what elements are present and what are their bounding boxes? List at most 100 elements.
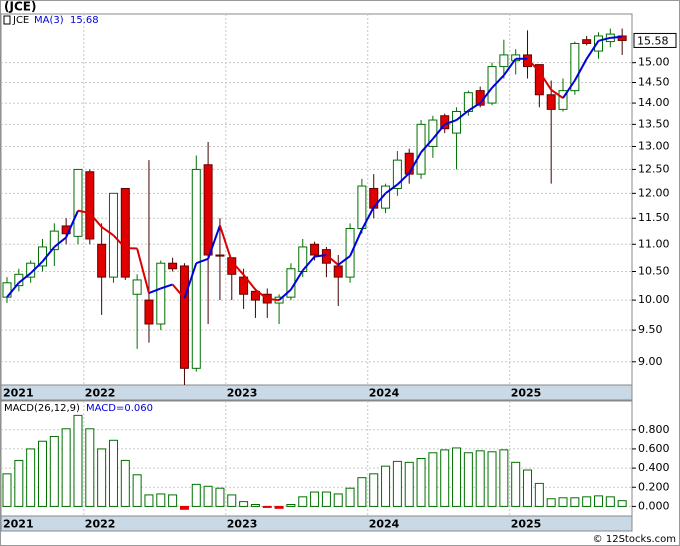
candle-body <box>168 262 178 270</box>
histogram-bar <box>617 500 627 507</box>
ma-segment <box>231 260 245 276</box>
x-tick-label: 2024 <box>369 518 400 531</box>
ma-segment <box>432 123 446 140</box>
legend-swatch <box>3 15 11 25</box>
x-tick-label: 2021 <box>3 518 34 531</box>
ma-segment <box>148 287 162 295</box>
histogram-bar <box>369 473 379 507</box>
candle-body <box>310 243 320 256</box>
candle-body <box>250 290 260 301</box>
ma-segment <box>77 209 91 215</box>
ma-segment <box>361 206 375 231</box>
candle-body <box>594 35 603 52</box>
legend-label: MACD(26,12,9) <box>4 403 80 414</box>
y-tick-label: 0.800 <box>638 423 670 436</box>
x-axis-band <box>0 384 633 401</box>
candle-body <box>85 171 95 240</box>
candle-body <box>73 168 83 237</box>
candle-body <box>120 187 130 278</box>
candle-body <box>239 276 249 295</box>
histogram-bar <box>345 487 355 507</box>
ma-segment <box>372 192 387 208</box>
ma-segment <box>314 254 327 258</box>
y-tick-label: 10.50 <box>638 265 670 278</box>
histogram-bar <box>594 495 603 507</box>
x-tick-label: 2021 <box>3 387 34 400</box>
x-tick-label: 2022 <box>85 518 116 531</box>
histogram-bar <box>262 505 272 508</box>
ma-segment <box>207 225 221 260</box>
y-tick-label: 13.00 <box>638 139 670 152</box>
ma-segment <box>195 257 209 265</box>
candle-body <box>546 94 556 110</box>
histogram-bar <box>392 460 402 507</box>
candle-body <box>570 42 580 92</box>
histogram-bar <box>215 487 225 507</box>
histogram-bar <box>274 505 284 509</box>
ma-segment <box>337 255 351 266</box>
histogram-bar <box>286 504 296 507</box>
histogram-bar <box>452 447 462 507</box>
y-tick-label: 13.50 <box>638 117 670 130</box>
candle-body <box>49 230 59 251</box>
ma-segment <box>290 269 304 291</box>
histogram-bar <box>310 491 320 507</box>
x-tick-label: 2025 <box>511 387 542 400</box>
histogram-bar <box>499 449 509 507</box>
y-tick-label: 0.000 <box>638 499 670 512</box>
histogram-bar <box>605 496 615 507</box>
legend-value: 15.68 <box>70 15 99 26</box>
x-tick-label: 2024 <box>369 387 400 400</box>
ma-segment <box>598 36 611 42</box>
candle-body <box>452 110 462 134</box>
candle-body <box>523 54 533 68</box>
candle-body <box>203 164 213 256</box>
ma-segment <box>467 102 481 112</box>
histogram-bar <box>582 496 592 507</box>
histogram-bar <box>14 459 24 507</box>
y-tick-label: 12.50 <box>638 162 670 175</box>
x-axis-band <box>0 515 633 532</box>
ma-segment <box>183 262 198 299</box>
histogram-bar <box>85 428 95 507</box>
histogram-bar <box>523 469 533 507</box>
ma-segment <box>325 254 339 266</box>
histogram-bar <box>487 451 497 507</box>
ma-segment <box>267 297 280 302</box>
legend-label: JCE <box>12 15 29 26</box>
histogram-bar <box>463 452 473 507</box>
histogram-bar <box>546 498 556 507</box>
histogram-bar <box>191 483 201 507</box>
histogram-bar <box>404 461 414 507</box>
candle-body <box>404 152 414 175</box>
histogram-bar <box>250 504 260 507</box>
ma-segment <box>301 255 316 272</box>
ma-segment <box>562 79 576 99</box>
histogram-bar <box>357 477 367 507</box>
ma-segment <box>29 260 44 274</box>
ma-segment <box>384 183 398 195</box>
ma-segment <box>278 288 292 301</box>
ma-segment <box>136 248 150 294</box>
histogram-bar <box>381 465 391 507</box>
histogram-bar <box>475 450 485 507</box>
ma-segment <box>444 119 457 126</box>
histogram-bar <box>239 501 249 507</box>
ma-segment <box>171 283 186 299</box>
ma-segment <box>538 71 553 91</box>
ma-segment <box>53 236 67 248</box>
histogram-bar <box>570 497 580 507</box>
histogram-bar <box>156 493 166 507</box>
y-tick-label: 11.50 <box>638 211 670 224</box>
ma-segment <box>218 225 233 262</box>
histogram-bar <box>37 440 47 507</box>
x-tick-label: 2023 <box>227 387 258 400</box>
candle-body <box>156 262 166 325</box>
ma-segment <box>408 151 422 174</box>
histogram-bar <box>2 473 12 507</box>
candle-body <box>617 35 627 41</box>
histogram-bar <box>168 494 178 507</box>
histogram-bar <box>26 448 36 507</box>
y-tick-label: 11.00 <box>638 237 670 250</box>
